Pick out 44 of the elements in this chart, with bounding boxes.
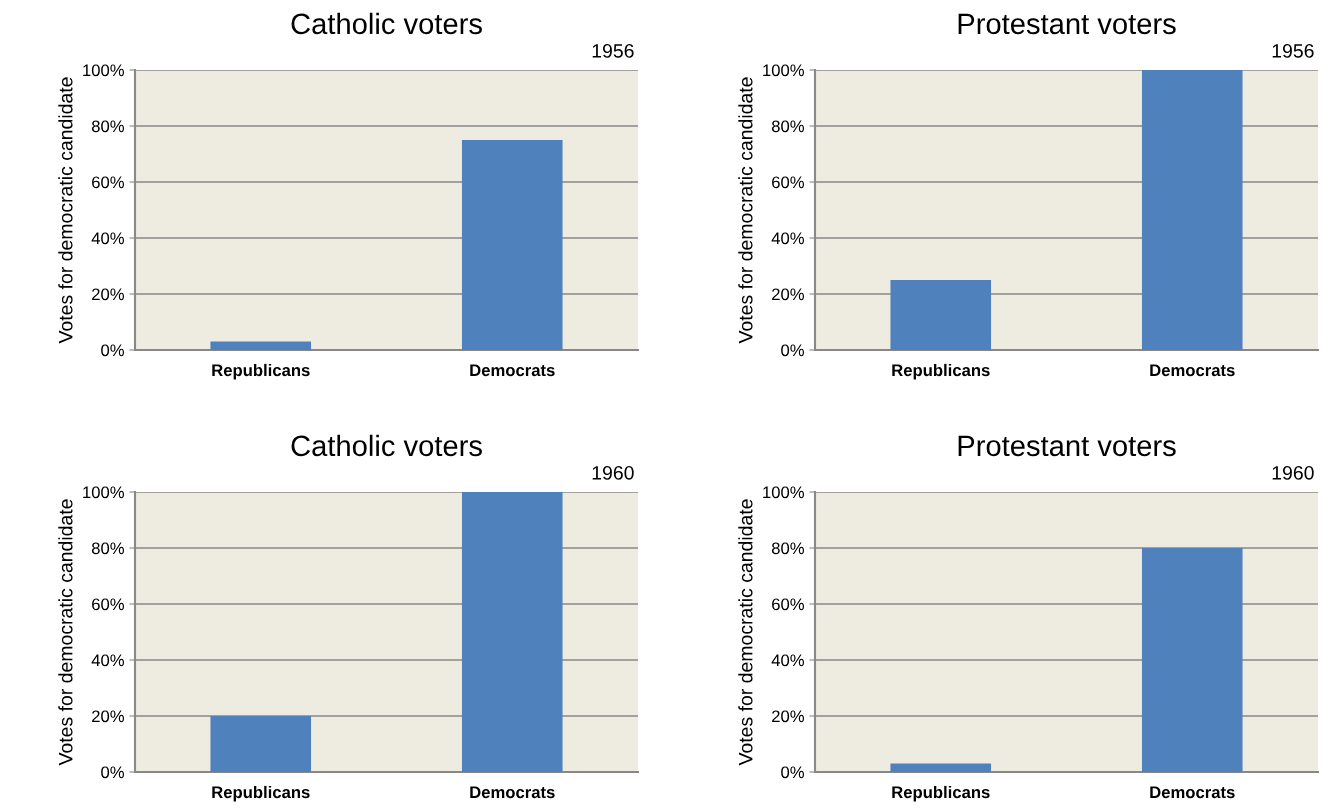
y-tick-label: 60% xyxy=(92,598,124,611)
y-tick-label: 60% xyxy=(92,176,124,189)
text: 1960 xyxy=(1272,465,1314,480)
y-axis-title: Votes for democratic candidate xyxy=(58,77,73,344)
y-axis-title: Votes for democratic candidate xyxy=(738,499,753,766)
y-axis-title: Votes for democratic candidate xyxy=(738,77,753,344)
y-tick-label: 40% xyxy=(771,654,804,667)
text: 1960 xyxy=(592,465,634,480)
y-tick-label: 80% xyxy=(91,120,124,133)
y-tick-label: 20% xyxy=(92,710,124,723)
y-tick-label: 100% xyxy=(763,64,804,77)
x-tick-label: Democrats xyxy=(1150,364,1235,377)
y-tick-label: 20% xyxy=(772,710,804,723)
y-tick-label: 100% xyxy=(83,486,124,499)
y-tick-label: 100% xyxy=(763,486,804,499)
y-tick-label: 60% xyxy=(772,176,804,189)
chart-title: Protestant voters xyxy=(958,13,1176,35)
y-tick-label: 40% xyxy=(771,232,804,245)
chart-title: Catholic voters xyxy=(291,12,482,35)
y-axis-title: Votes for democratic candidate xyxy=(58,499,73,766)
x-tick-label: Republicans xyxy=(892,363,990,380)
x-tick-label: Democrats xyxy=(470,364,555,377)
y-tick-label: 20% xyxy=(92,288,124,301)
y-tick-label: 20% xyxy=(772,288,804,301)
text: 1956 xyxy=(1272,43,1314,58)
x-tick-label: Republicans xyxy=(212,785,310,802)
x-tick-label: Republicans xyxy=(212,363,310,380)
y-tick-label: 0% xyxy=(781,766,804,779)
y-tick-label: 40% xyxy=(91,232,124,245)
x-tick-label: Democrats xyxy=(1150,786,1235,799)
y-tick-label: 100% xyxy=(83,64,124,77)
y-tick-label: 80% xyxy=(91,542,124,555)
y-tick-label: 40% xyxy=(91,654,124,667)
x-tick-label: Democrats xyxy=(470,786,555,799)
y-tick-label: 0% xyxy=(101,766,124,779)
y-tick-label: 80% xyxy=(771,120,804,133)
y-tick-label: 80% xyxy=(771,542,804,555)
y-tick-label: 0% xyxy=(781,344,804,357)
x-tick-label: Republicans xyxy=(892,785,990,802)
chart-title: Protestant voters xyxy=(958,435,1176,457)
chart-title: Catholic voters xyxy=(291,434,482,457)
y-tick-label: 60% xyxy=(772,598,804,611)
text: 1956 xyxy=(592,43,634,58)
y-tick-label: 0% xyxy=(101,344,124,357)
